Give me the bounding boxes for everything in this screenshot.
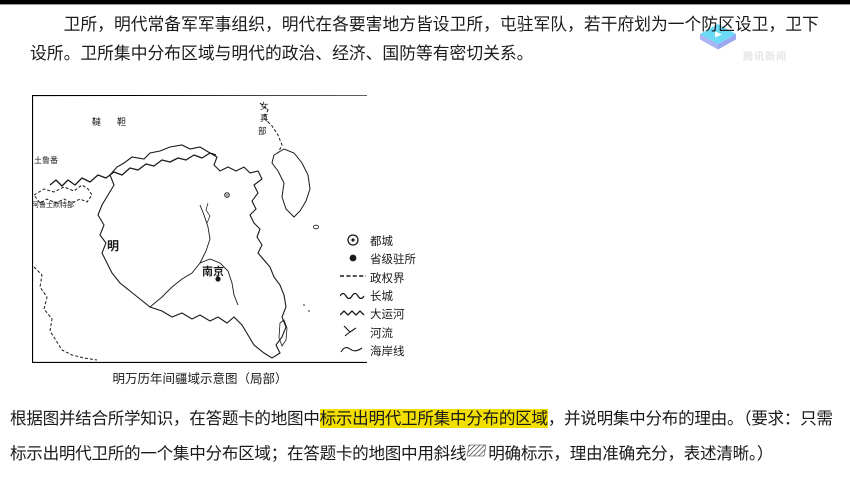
svg-text:部: 部 <box>258 125 267 137</box>
svg-text:女: 女 <box>260 100 269 112</box>
svg-text:阿鲁土默特部: 阿鲁土默特部 <box>32 200 74 210</box>
svg-text:靼: 靼 <box>117 115 126 128</box>
svg-text:明: 明 <box>107 237 119 254</box>
svg-text:韃: 韃 <box>92 115 101 128</box>
svg-text:真: 真 <box>260 112 269 124</box>
svg-text:土鲁番: 土鲁番 <box>34 155 58 166</box>
svg-text:南京: 南京 <box>202 263 224 279</box>
